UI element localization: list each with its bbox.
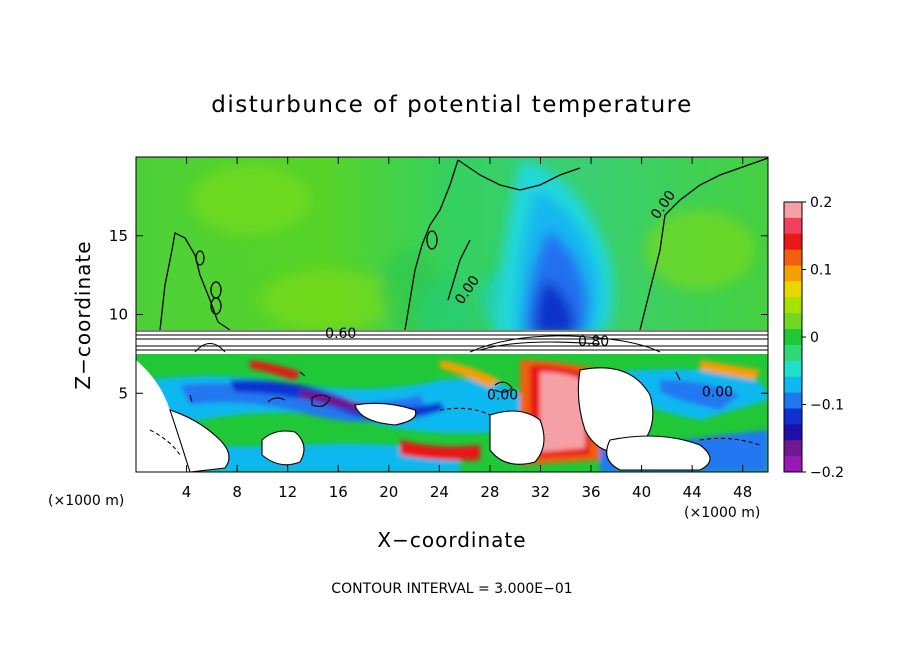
contour-value-label: 0.60 [325, 326, 356, 342]
colorbar-segment [784, 360, 802, 378]
x-tick-label: 8 [232, 483, 242, 501]
x-tick-label: 44 [683, 483, 702, 501]
inversion-contours [136, 330, 768, 353]
colorbar-segment [784, 313, 802, 330]
colorbar-segment [784, 265, 802, 282]
colorbar-tick-label: 0.1 [810, 263, 832, 279]
upper-contours [159, 157, 768, 331]
colorbar-segment [784, 456, 802, 473]
contour-interval-footer: CONTOUR INTERVAL = 3.000E−01 [331, 581, 572, 597]
colorbar-segment [784, 249, 802, 267]
colorbar-tick-label: −0.2 [810, 465, 844, 481]
x-tick-label: 12 [278, 483, 297, 501]
colorbar-segment [784, 281, 802, 298]
colorbar: 0.2 0.1 0 −0.1 −0.2 [783, 195, 844, 481]
colorbar-segment [784, 217, 802, 235]
y-tick-label: 15 [109, 227, 128, 245]
x-tick-label: 48 [733, 483, 752, 501]
y-tick-label: 10 [109, 306, 128, 324]
x-tick-label: 16 [329, 483, 348, 501]
colorbar-tick-label: 0 [810, 330, 819, 346]
x-axis-label: X−coordinate [377, 528, 526, 552]
x-unit-left: (×1000 m) [48, 493, 124, 509]
colorbar-segment [784, 440, 802, 457]
colorbar-segment [784, 233, 802, 251]
y-tick-label: 5 [118, 384, 128, 402]
x-tick-label: 32 [531, 483, 550, 501]
colorbar-segment [784, 408, 802, 425]
lower-white-regions [136, 360, 711, 472]
x-tick-label: 24 [430, 483, 449, 501]
x-unit-right: (×1000 m) [684, 505, 760, 521]
colorbar-segment [784, 424, 802, 441]
chart-title: disturbunce of potential temperature [211, 92, 693, 118]
colorbar-segment [784, 329, 802, 346]
contour-value-label: 0.00 [487, 388, 518, 404]
colorbar-segment [784, 392, 802, 409]
x-tick-label: 20 [379, 483, 398, 501]
contour-value-label: 0.80 [578, 334, 609, 350]
colorbar-tick-label: 0.2 [810, 195, 832, 211]
y-axis-label: Z−coordinate [71, 240, 95, 389]
colorbar-segment [784, 344, 802, 362]
contour-value-label: 0.00 [702, 384, 733, 400]
x-tick-label: 40 [632, 483, 651, 501]
y-axis: 5 10 15 [109, 227, 768, 402]
colorbar-tick-label: −0.1 [810, 398, 844, 414]
lower-contours [149, 371, 761, 456]
x-axis: 4 8 12 16 20 24 28 32 36 40 44 48 [182, 157, 752, 501]
colorbar-segment [784, 376, 802, 394]
x-tick-label: 36 [581, 483, 600, 501]
plot-area: 0.000.000.60 0.800.00 0.00 [136, 157, 768, 472]
x-tick-label: 28 [480, 483, 499, 501]
cold-plume [420, 160, 614, 335]
x-tick-label: 4 [182, 483, 192, 501]
colorbar-segment [784, 202, 802, 219]
colorbar-segment [784, 297, 802, 314]
